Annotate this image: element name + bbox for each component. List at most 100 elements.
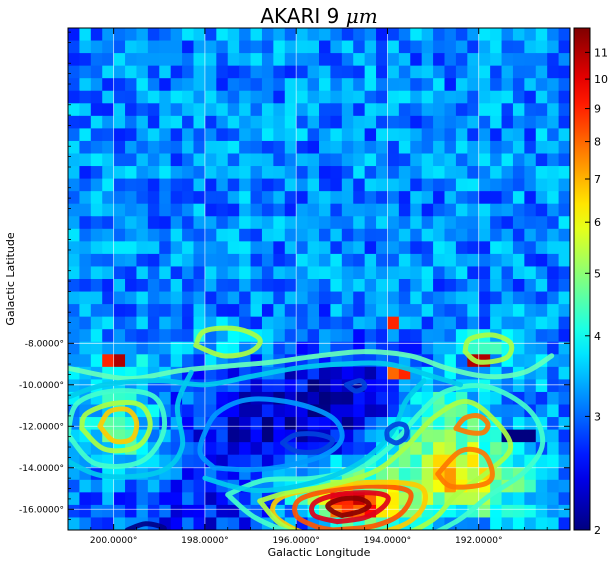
heatmap-cell (79, 241, 92, 255)
heatmap-cell (524, 241, 537, 255)
heatmap-cell (364, 115, 377, 129)
heatmap-cell (136, 191, 149, 205)
heatmap-cell (512, 517, 525, 530)
heatmap-cell (136, 140, 149, 155)
heatmap-cell (410, 341, 423, 355)
heatmap-cell (319, 53, 332, 67)
heatmap-cell (125, 65, 138, 79)
heatmap-cell (182, 354, 195, 368)
heatmap-cell (261, 304, 274, 318)
heatmap-cell (216, 279, 229, 293)
heatmap-cell (364, 53, 377, 67)
heatmap-cell (284, 115, 297, 129)
heatmap-cell (90, 291, 103, 305)
heatmap-cell (261, 53, 274, 67)
heatmap-cell (558, 279, 570, 293)
heatmap-cell (410, 128, 423, 142)
heatmap-cell (261, 191, 274, 205)
heatmap-cell (558, 228, 570, 242)
heatmap-cell (467, 417, 480, 431)
heatmap-cell (319, 341, 332, 355)
heatmap-cell (216, 40, 229, 54)
heatmap-cell (102, 504, 115, 519)
plot-area (68, 28, 570, 530)
heatmap-cell (353, 103, 366, 117)
heatmap-cell (204, 228, 217, 242)
heatmap-cell (147, 65, 160, 79)
heatmap-cell (547, 128, 560, 142)
heatmap-cell (113, 40, 126, 54)
heatmap-cell (455, 40, 468, 54)
heatmap-cell (296, 153, 309, 167)
heatmap-cell (296, 65, 309, 79)
heatmap-cell (410, 65, 423, 79)
heatmap-cell (136, 78, 149, 92)
heatmap-cell (387, 216, 400, 230)
heatmap-cell (193, 467, 206, 481)
heatmap-cell (376, 191, 389, 205)
contour-line (309, 490, 391, 525)
colorbar-tick-label: 11 (594, 46, 608, 59)
heatmap-cell (113, 341, 126, 355)
heatmap-cell (524, 391, 537, 406)
heatmap-cell (341, 304, 354, 318)
heatmap-cell (261, 178, 274, 192)
heatmap-cell (147, 203, 160, 217)
heatmap-cell (341, 216, 354, 230)
heatmap-cell (455, 140, 468, 155)
heatmap-cell (410, 442, 423, 456)
heatmap-cell (102, 53, 115, 67)
heatmap-cell (159, 78, 172, 92)
heatmap-cell (341, 53, 354, 67)
heatmap-cell (512, 479, 525, 493)
heatmap-cell (330, 228, 343, 242)
heatmap-cell (376, 329, 389, 343)
heatmap-cell (319, 253, 332, 268)
heatmap-cell (170, 304, 183, 318)
heatmap-cell (125, 115, 138, 129)
heatmap-cell (170, 241, 183, 255)
heatmap-cell (170, 103, 183, 117)
heatmap-cell (182, 178, 195, 192)
heatmap-cell (159, 442, 172, 456)
y-tick-label: -12.0000° (19, 422, 64, 432)
heatmap-cell (307, 341, 320, 355)
heatmap-cell (524, 166, 537, 180)
heatmap-cell (136, 103, 149, 117)
heatmap-cell (410, 291, 423, 305)
heatmap-cell (478, 128, 491, 142)
heatmap-cell (239, 492, 252, 506)
heatmap-cell (421, 140, 434, 155)
heatmap-cell (398, 329, 411, 343)
heatmap-cell (159, 153, 172, 167)
heatmap-cell (512, 128, 525, 142)
heatmap-cell (512, 429, 525, 443)
y-tick-label: -10.0000° (19, 381, 64, 391)
heatmap-cell (478, 291, 491, 305)
heatmap-cell (193, 417, 206, 431)
heatmap-cell (79, 90, 92, 104)
heatmap-cell (512, 304, 525, 318)
heatmap-cell (296, 216, 309, 230)
heatmap-cell (261, 166, 274, 180)
heatmap-cell (547, 266, 560, 280)
x-tick-label: 196.0000° (272, 536, 319, 546)
heatmap-cell (353, 266, 366, 280)
heatmap-cell (102, 479, 115, 493)
heatmap-cell (547, 404, 560, 418)
heatmap-cell (159, 291, 172, 305)
heatmap-cell (512, 404, 525, 418)
heatmap-cell (353, 253, 366, 268)
heatmap-cell (490, 304, 503, 318)
heatmap-cell (387, 253, 400, 268)
heatmap-cell (284, 90, 297, 104)
heatmap-cell (501, 153, 514, 167)
heatmap-cell (102, 253, 115, 268)
heatmap-cell (535, 166, 548, 180)
heatmap-cell (307, 291, 320, 305)
heatmap-cell (444, 316, 457, 330)
heatmap-cell (478, 115, 491, 129)
heatmap-cell (535, 191, 548, 205)
heatmap-cell (227, 517, 240, 530)
heatmap-cell (136, 417, 149, 431)
